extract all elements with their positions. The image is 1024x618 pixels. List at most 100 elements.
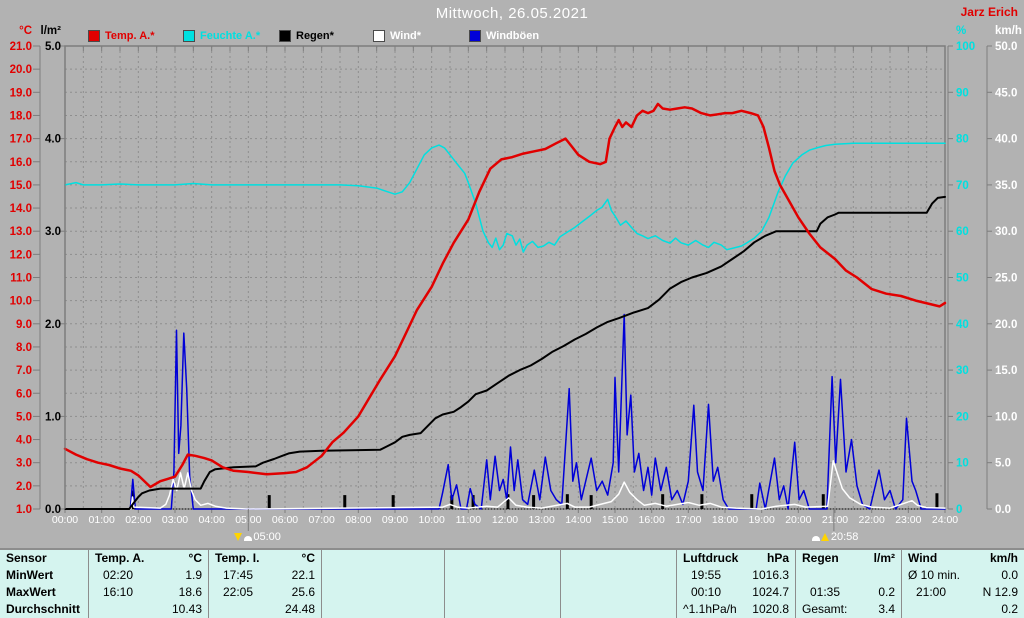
table-group-wind: Wind km/h Ø 10 min. 0.0 21:00 N 12.9 0.2 xyxy=(901,550,1024,618)
rain-bar xyxy=(450,495,454,509)
svg-text:50.0: 50.0 xyxy=(995,41,1017,53)
sensor-unit: °C xyxy=(188,551,202,565)
svg-text:03:00: 03:00 xyxy=(162,514,188,526)
rain-bar xyxy=(506,494,510,509)
table-group-empty-3 xyxy=(560,550,676,618)
sunrise-arrow-icon xyxy=(234,533,243,541)
min-value: 1016.3 xyxy=(752,568,789,582)
rain-bar xyxy=(343,495,347,509)
svg-text:16:00: 16:00 xyxy=(639,514,665,526)
svg-text:10.0: 10.0 xyxy=(995,411,1017,423)
svg-text:13.0: 13.0 xyxy=(10,226,32,238)
svg-text:60: 60 xyxy=(956,226,969,238)
svg-text:9.0: 9.0 xyxy=(16,319,32,331)
svg-text:14:00: 14:00 xyxy=(565,514,591,526)
svg-text:19.0: 19.0 xyxy=(10,87,32,99)
min-value: 1.9 xyxy=(185,568,202,582)
avg-value: 24.48 xyxy=(284,602,315,616)
table-group-regen: Regen l/m² 01:35 0.2 Gesamt: 3.4 xyxy=(795,550,901,618)
legend-item-windboeen[interactable]: Windböen xyxy=(469,29,539,42)
legend-item-temp-a[interactable]: Temp. A.* xyxy=(88,29,155,42)
svg-text:17:00: 17:00 xyxy=(675,514,701,526)
row-label-durchschnitt: Durchschnitt xyxy=(6,602,81,616)
sensor-name: Temp. A. xyxy=(95,551,145,565)
rain-bar xyxy=(589,495,593,509)
avg-value: 3.4 xyxy=(878,602,895,616)
sensor-unit: l/m² xyxy=(873,551,895,565)
legend-label: Regen* xyxy=(296,29,334,42)
avg-label: Gesamt: xyxy=(802,602,848,616)
rain-bar xyxy=(267,495,271,509)
series-wind xyxy=(64,460,946,510)
svg-text:15:00: 15:00 xyxy=(602,514,628,526)
svg-text:6.0: 6.0 xyxy=(16,388,32,400)
windboeen-swatch-icon xyxy=(469,29,481,42)
rain-bar xyxy=(661,494,665,509)
svg-text:80: 80 xyxy=(956,134,969,146)
summary-table: Sensor MinWert MaxWert Durchschnitt Temp… xyxy=(0,548,1024,618)
svg-text:5.0: 5.0 xyxy=(45,41,61,53)
svg-text:24:00: 24:00 xyxy=(932,514,958,526)
svg-text:10: 10 xyxy=(956,458,969,470)
svg-text:10:00: 10:00 xyxy=(419,514,445,526)
svg-text:14.0: 14.0 xyxy=(10,203,32,215)
svg-text:08:00: 08:00 xyxy=(345,514,371,526)
svg-text:12:00: 12:00 xyxy=(492,514,518,526)
avg-label: ^1.1hPa/h xyxy=(683,602,737,616)
sensor-name: Luftdruck xyxy=(683,551,739,565)
rain-bar xyxy=(471,495,475,509)
svg-text:22:00: 22:00 xyxy=(859,514,885,526)
table-group-empty-1 xyxy=(321,550,444,618)
row-label-minwert: MinWert xyxy=(6,568,54,582)
legend-item-wind[interactable]: Wind* xyxy=(373,29,421,42)
max-time: 22:05 xyxy=(223,585,254,599)
svg-text:09:00: 09:00 xyxy=(382,514,408,526)
table-group-luftdruck: Luftdruck hPa 19:55 1016.3 00:10 1024.7 ^1.… xyxy=(676,550,795,618)
legend-item-regen[interactable]: Regen* xyxy=(279,29,334,42)
svg-text:2.0: 2.0 xyxy=(45,319,61,331)
svg-text:7.0: 7.0 xyxy=(16,365,32,377)
svg-text:11.0: 11.0 xyxy=(10,273,32,285)
svg-text:4.0: 4.0 xyxy=(16,435,32,447)
station-name: Jarz Erich xyxy=(960,5,1018,19)
svg-text:11:00: 11:00 xyxy=(456,514,482,526)
max-time: 01:35 xyxy=(810,585,841,599)
svg-text:40.0: 40.0 xyxy=(995,134,1017,146)
min-time: 17:45 xyxy=(223,568,254,582)
svg-text:45.0: 45.0 xyxy=(995,87,1017,99)
legend-label: Feuchte A.* xyxy=(200,29,261,42)
avg-label xyxy=(902,601,1001,618)
sun-icon xyxy=(244,536,253,541)
svg-text:00:00: 00:00 xyxy=(52,514,78,526)
table-row-labels: Sensor MinWert MaxWert Durchschnitt xyxy=(0,550,88,618)
svg-text:3.0: 3.0 xyxy=(45,226,61,238)
svg-text:50: 50 xyxy=(956,273,969,285)
rain-bar xyxy=(750,494,754,509)
temp-a-swatch-icon xyxy=(88,29,100,42)
table-group-temp-i: Temp. I. °C 17:45 22.1 22:05 25.6 24.48 xyxy=(208,550,321,618)
svg-text:18:00: 18:00 xyxy=(712,514,738,526)
svg-text:21.0: 21.0 xyxy=(10,41,32,53)
sunrise-marker: 05:00 xyxy=(234,529,281,543)
sensor-unit: hPa xyxy=(766,551,789,565)
svg-text:8.0: 8.0 xyxy=(16,342,32,354)
rain-bar xyxy=(391,495,395,509)
sensor-name: Wind xyxy=(908,551,938,565)
svg-text:19:00: 19:00 xyxy=(749,514,775,526)
svg-text:15.0: 15.0 xyxy=(10,180,32,192)
min-value: 0.0 xyxy=(1001,568,1018,582)
svg-text:21:00: 21:00 xyxy=(822,514,848,526)
wind-swatch-icon xyxy=(373,29,385,42)
max-time: 00:10 xyxy=(691,585,722,599)
max-time: 21:00 xyxy=(916,585,947,599)
svg-text:90: 90 xyxy=(956,87,969,99)
avg-value: 0.2 xyxy=(1001,602,1018,616)
svg-text:5.0: 5.0 xyxy=(16,411,32,423)
row-label-maxwert: MaxWert xyxy=(6,585,56,599)
min-time xyxy=(796,567,895,584)
legend-item-feuchte-a[interactable]: Feuchte A.* xyxy=(183,29,260,42)
svg-text:25.0: 25.0 xyxy=(995,273,1017,285)
legend-label: Wind* xyxy=(390,29,422,42)
svg-text:100: 100 xyxy=(956,41,975,53)
